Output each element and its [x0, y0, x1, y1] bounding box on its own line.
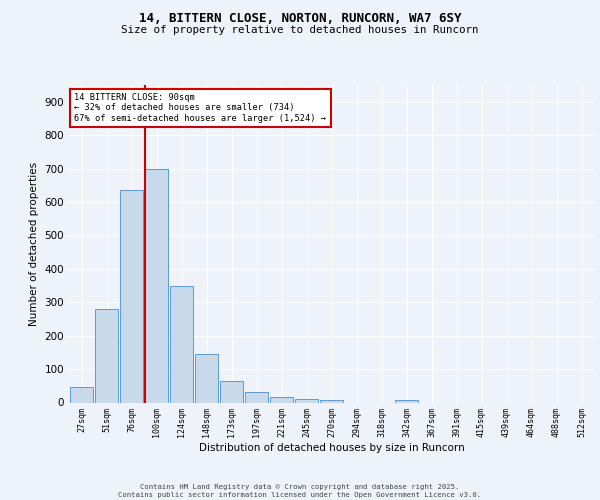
- Bar: [270, 398, 293, 402]
- Text: Contains HM Land Registry data © Crown copyright and database right 2025.
Contai: Contains HM Land Registry data © Crown c…: [118, 484, 482, 498]
- Bar: [70, 388, 93, 402]
- Bar: [245, 392, 268, 402]
- Bar: [320, 400, 343, 402]
- Bar: [95, 309, 118, 402]
- Bar: [295, 399, 318, 402]
- Bar: [145, 168, 168, 402]
- Bar: [120, 190, 143, 402]
- Bar: [170, 286, 193, 403]
- Text: 14, BITTERN CLOSE, NORTON, RUNCORN, WA7 6SY: 14, BITTERN CLOSE, NORTON, RUNCORN, WA7 …: [139, 12, 461, 26]
- Text: 14 BITTERN CLOSE: 90sqm
← 32% of detached houses are smaller (734)
67% of semi-d: 14 BITTERN CLOSE: 90sqm ← 32% of detache…: [74, 93, 326, 122]
- Y-axis label: Number of detached properties: Number of detached properties: [29, 162, 39, 326]
- Bar: [220, 381, 243, 402]
- Bar: [395, 400, 418, 402]
- Text: Size of property relative to detached houses in Runcorn: Size of property relative to detached ho…: [121, 25, 479, 35]
- X-axis label: Distribution of detached houses by size in Runcorn: Distribution of detached houses by size …: [199, 443, 464, 453]
- Bar: [195, 354, 218, 403]
